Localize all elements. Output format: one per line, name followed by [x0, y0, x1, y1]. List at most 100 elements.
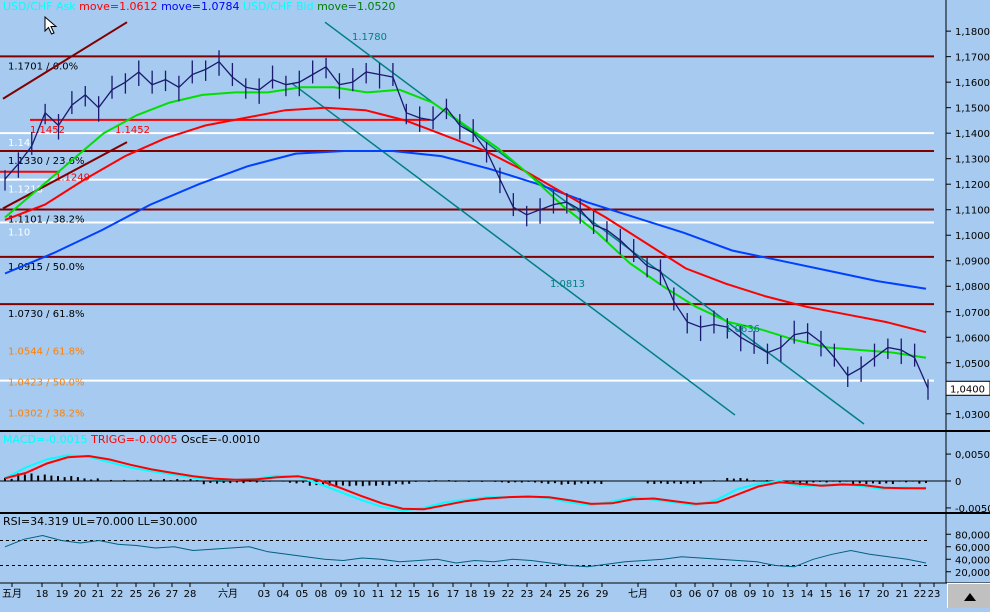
y-tick-label: 1,1600 [955, 78, 990, 89]
x-tick-label: 09 [744, 589, 757, 600]
y-tick-label: 1,1300 [955, 155, 990, 166]
x-tick-label: 10 [353, 589, 366, 600]
x-tick-label: 七月 [628, 588, 648, 600]
x-tick-label: 24 [540, 589, 553, 600]
x-tick-label: 14 [801, 589, 814, 600]
x-tick-label: 12 [390, 589, 403, 600]
chart-header: USD/CHF Ask move=1.0612 move=1.0784 USD/… [3, 0, 396, 13]
level-label: 1.0302 / 38.2% [8, 408, 84, 419]
level-label: 1.1330 / 23.6% [8, 156, 84, 167]
x-tick-label: 17 [447, 589, 460, 600]
y-tick-label: 1,0900 [955, 257, 990, 268]
x-tick-label: 07 [707, 589, 720, 600]
rsi-tick-label: 80,000 [955, 530, 990, 541]
last-price-label: 1,0400 [950, 384, 985, 395]
annotations: 1.1780 1.0813 1.0636 [352, 32, 760, 335]
x-tick-label: 28 [184, 589, 197, 600]
x-tick-label: 06 [689, 589, 702, 600]
level-label: 1.1452 [115, 125, 150, 136]
x-tick-label: 21 [92, 589, 105, 600]
x-tick-label: 21 [896, 589, 909, 600]
x-tick-label: 08 [725, 589, 738, 600]
downtrend-channel [291, 82, 736, 416]
y-tick-label: 1,0600 [955, 333, 990, 344]
ask-move-2: move=1.0784 [161, 0, 240, 13]
x-tick-label: 20 [877, 589, 890, 600]
x-tick-label: 29 [596, 589, 609, 600]
x-tick-label: 五月 [2, 588, 22, 600]
x-tick-label: 16 [839, 589, 852, 600]
x-tick-label: 03 [670, 589, 683, 600]
ma-green-line [4, 86, 927, 359]
level-label: 1.1452 [30, 125, 65, 136]
y-tick-label: 1,1400 [955, 129, 990, 140]
macd-label: MACD=-0.0015 [3, 433, 88, 446]
rsi-label: RSI=34.319 UL=70.000 LL=30.000 [3, 515, 198, 528]
level-label: 1.0544 / 61.8% [8, 347, 84, 358]
price-bars [4, 50, 929, 400]
macd-panel: 0,0050 0 -0,0050 [0, 450, 990, 515]
x-tick-label: 15 [820, 589, 833, 600]
macd-tick-label: 0,0050 [955, 450, 990, 461]
price-axis: 1,1800 1,1700 1,1600 1,1500 1,1400 1,1300 1,12… [945, 27, 990, 421]
x-tick-label: 20 [74, 589, 87, 600]
x-tick-label: 26 [577, 589, 590, 600]
x-tick-label: 13 [782, 589, 795, 600]
level-label: 1.1249 [55, 173, 90, 184]
downtrend-channel [324, 21, 865, 425]
x-tick-label: 25 [559, 589, 572, 600]
up-arrow-icon [964, 593, 976, 601]
level-label: 1.10 [8, 227, 30, 238]
mouse-cursor-icon [44, 16, 58, 35]
x-tick-label: 22 [111, 589, 124, 600]
bid-move: move=1.0520 [317, 0, 396, 13]
level-label: 1.1101 / 38.2% [8, 214, 84, 225]
macd-tick-label: -0,0050 [955, 504, 990, 515]
rsi-tick-label: 60,000 [955, 543, 990, 554]
level-label: 1.0915 / 50.0% [8, 262, 84, 273]
macd-header: MACD=-0.0015 TRIGG=-0.0005 OscE=-0.0010 [3, 433, 260, 446]
rsi-line [4, 534, 927, 568]
osc-label: OscE=-0.0010 [181, 433, 261, 446]
y-tick-label: 1,1500 [955, 104, 990, 115]
trend-channels [2, 21, 865, 425]
ask-label: USD/CHF Ask [3, 0, 76, 13]
y-tick-label: 1,0500 [955, 359, 990, 370]
y-tick-label: 1,1000 [955, 231, 990, 242]
x-tick-label: 六月 [218, 588, 238, 600]
price-annotation: 1.1780 [352, 32, 387, 43]
macd-tick-label: 0 [955, 477, 961, 488]
x-tick-label: 16 [427, 589, 440, 600]
y-tick-label: 1,0300 [955, 410, 990, 421]
bid-label: USD/CHF Bid [243, 0, 314, 13]
x-tick-label: 04 [277, 589, 290, 600]
scroll-up-button[interactable] [947, 583, 990, 608]
y-tick-label: 1,0700 [955, 308, 990, 319]
y-tick-label: 1,1200 [955, 180, 990, 191]
rsi-tick-label: 40,000 [955, 555, 990, 566]
moving-averages [4, 86, 927, 359]
x-tick-label: 11 [372, 589, 385, 600]
y-tick-label: 1,0800 [955, 282, 990, 293]
y-tick-label: 1,1800 [955, 27, 990, 38]
time-axis: 五月 18 19 20 21 22 25 26 27 28 六月 03 04 05 08 09 10 11 12 15… [2, 583, 940, 600]
trigg-label: TRIGG=-0.0005 [91, 433, 178, 446]
x-tick-label: 10 [762, 589, 775, 600]
price-line [4, 60, 929, 389]
level-label: 1.0423 / 50.0% [8, 377, 84, 388]
x-tick-label: 09 [335, 589, 348, 600]
ask-move: move=1.0612 [79, 0, 158, 13]
x-tick-label: 26 [148, 589, 161, 600]
x-tick-label: 22 [914, 589, 927, 600]
y-tick-label: 1,1100 [955, 206, 990, 217]
x-tick-label: 23 [521, 589, 534, 600]
x-tick-label: 18 [36, 589, 49, 600]
price-annotation: 1.0813 [550, 279, 585, 290]
level-label: 1.14 [8, 138, 30, 149]
level-label: 1.1701 / 0.0% [8, 61, 78, 72]
x-tick-label: 18 [465, 589, 478, 600]
